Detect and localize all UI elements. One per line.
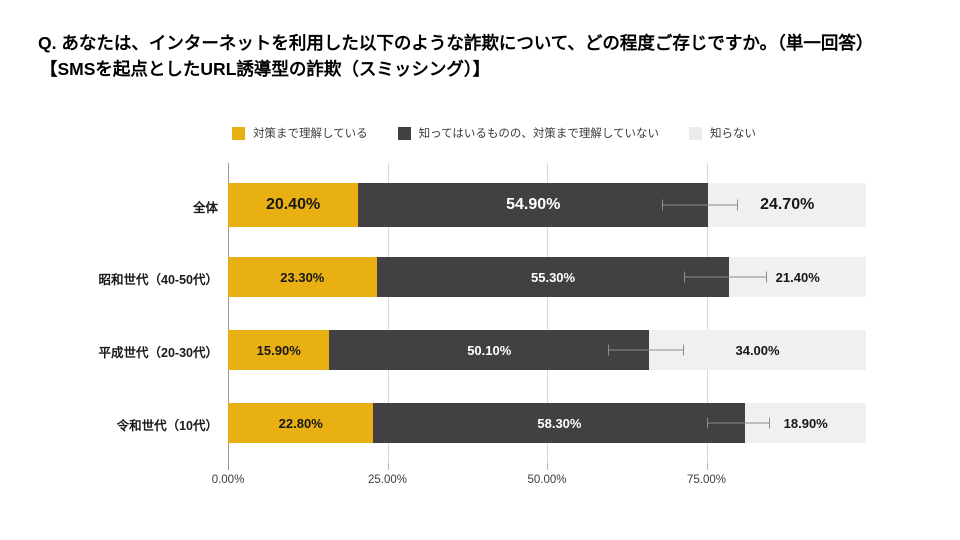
bar-segment-understood[interactable]: 23.30% [228,257,377,297]
error-bar-cap-left [684,271,686,283]
x-axis-tick-label: 75.00% [686,474,727,486]
bar-segment-value: 50.10% [467,342,512,358]
x-axis-tick [387,463,389,470]
bar-segment-known[interactable]: 54.90% [358,183,709,227]
error-bar-cap-right [769,417,771,429]
x-axis-tick [228,463,229,470]
error-bar [607,344,685,356]
bar-segment-known[interactable]: 58.30% [373,403,746,443]
plot-area: 0.00% 25.00% 50.00% 75.00% 20.40% 54.90% 24.70… [212,163,866,486]
bar-segment-value: 54.90% [506,196,561,213]
bar-segment-value: 23.30% [280,269,325,285]
chart-row: 15.90% 50.10% 34.00% [228,330,866,370]
error-bar-cap-right [737,199,739,211]
error-bar-cap-left [706,417,708,429]
bar-segment-value: 22.80% [278,415,323,431]
chart-legend: 対策まで理解している 知ってはいるものの、対策まで理解していない 知らない [232,125,786,141]
category-label: 平成世代（20-30代） [98,346,218,360]
bar-segment-known[interactable]: 55.30% [376,257,730,297]
title-line-1: Q. あなたは、インターネットを利用した以下のような詐欺について、どの程度ご存じ… [38,33,874,53]
error-bar-cap-left [661,199,663,211]
bar-segment-value: 15.90% [256,342,301,358]
legend-item-understood[interactable]: 対策まで理解している [232,125,368,141]
bar-segment-unknown[interactable]: 21.40% [729,257,866,297]
legend-label-known: 知ってはいるものの、対策まで理解していない [418,128,660,140]
x-axis-tick-label: 50.00% [527,474,567,486]
bar-segment-known[interactable]: 50.10% [329,330,650,370]
bar-segment-value: 58.30% [537,415,582,431]
y-axis-line [228,163,229,463]
category-label: 昭和世代（40-50代） [98,273,218,287]
x-axis-tick-label: 25.00% [367,474,408,486]
bar-segment-value: 24.70% [760,196,815,213]
error-bar [706,417,771,429]
gridline [547,163,548,463]
gridline [706,163,708,463]
legend-item-unknown[interactable]: 知らない [689,125,756,141]
bar-segment-understood[interactable]: 20.40% [228,183,359,227]
title-line-2: 【SMSを起点としたURL誘導型の詐欺（スミッシング）】 [40,59,491,79]
category-label: 令和世代（10代） [116,419,218,433]
legend-label-understood: 対策まで理解している [253,128,368,140]
bar-segment-unknown[interactable]: 24.70% [708,183,866,227]
chart-row: 22.80% 58.30% 18.90% [228,403,866,443]
bar-segment-value: 21.40% [775,269,820,285]
legend-swatch-known [397,126,411,140]
bar-segment-value: 55.30% [531,269,576,285]
bar-segment-understood[interactable]: 15.90% [228,330,330,370]
gridline [387,163,389,463]
error-bar [684,271,768,283]
error-bar-cap-right [683,344,685,356]
bar-segment-unknown[interactable]: 18.90% [745,403,866,443]
x-axis-tick-label: 0.00% [211,474,245,486]
bar-segment-value: 20.40% [265,196,321,213]
x-axis-tick [547,463,548,470]
error-bar-cap-right [766,271,768,283]
bar-segment-value: 18.90% [783,415,828,431]
bar-segment-unknown[interactable]: 34.00% [649,330,866,370]
legend-swatch-unknown [689,126,703,140]
chart-row: 20.40% 54.90% 24.70% [228,183,866,227]
category-label: 全体 [192,201,218,215]
page-title: Q. あなたは、インターネットを利用した以下のような詐欺について、どの程度ご存じ… [38,30,943,82]
legend-label-unknown: 知らない [710,128,757,140]
x-axis-tick [706,463,708,470]
error-bar [661,199,739,211]
error-bar-cap-left [607,344,609,356]
chart-row: 23.30% 55.30% 21.40% [228,257,866,297]
bar-segment-value: 34.00% [735,342,780,358]
bar-segment-understood[interactable]: 22.80% [228,403,374,443]
legend-item-known[interactable]: 知ってはいるものの、対策まで理解していない [397,125,660,141]
legend-swatch-understood [232,126,245,140]
